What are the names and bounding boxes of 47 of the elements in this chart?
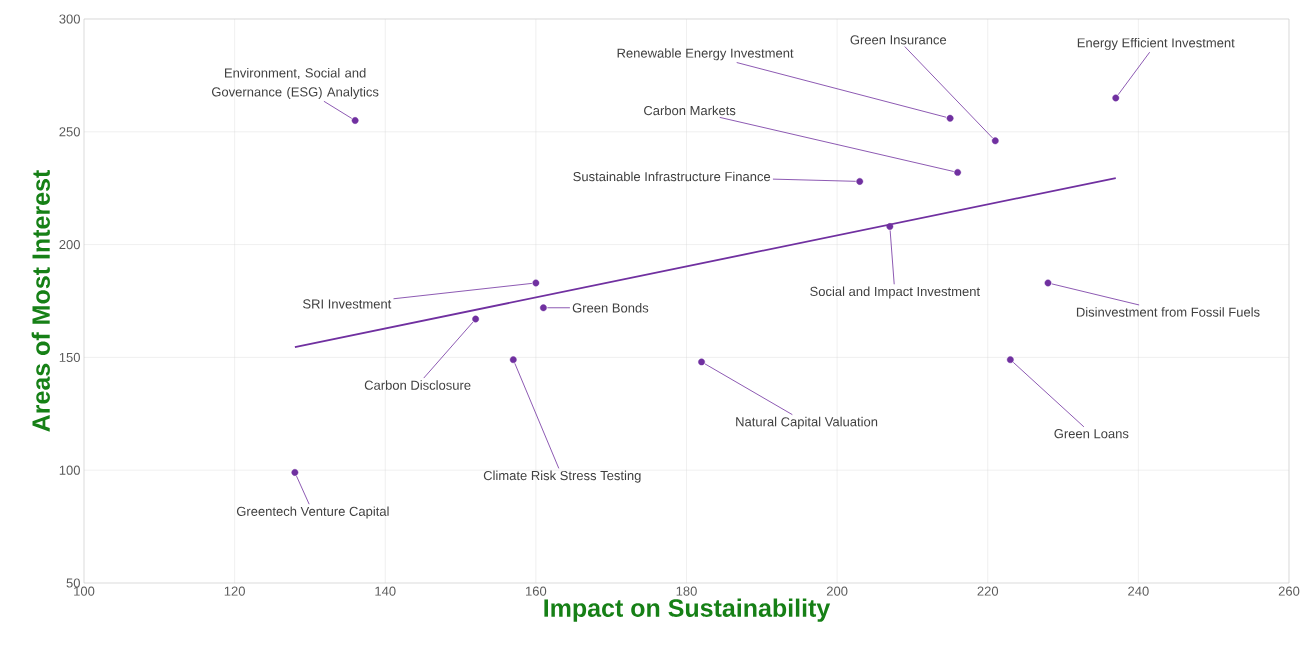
annotation: Environment, Social and Governance (ESG) Analytics bbox=[211, 67, 379, 100]
point bbox=[532, 279, 540, 287]
point bbox=[1044, 279, 1052, 287]
point bbox=[856, 178, 864, 185]
y-tick-label: 100 bbox=[59, 465, 80, 475]
x-axis-title: Impact on Sustainability bbox=[544, 598, 831, 622]
point bbox=[698, 358, 705, 366]
point bbox=[946, 114, 954, 122]
x-tick-label: 220 bbox=[977, 586, 999, 596]
annotation: Carbon Disclosure bbox=[364, 380, 471, 390]
point bbox=[954, 169, 962, 176]
point bbox=[509, 356, 517, 364]
annotation: Greentech Venture Capital bbox=[236, 506, 389, 519]
point bbox=[1006, 356, 1014, 364]
point bbox=[472, 315, 480, 323]
annotation: SRI Investment bbox=[303, 299, 392, 309]
annotation: Renewable Energy Investment bbox=[617, 48, 794, 61]
x-tick-label: 260 bbox=[1278, 586, 1300, 596]
annotation: Energy Efficient Investment bbox=[1077, 37, 1235, 51]
annotation: Sustainable Infrastructure Finance bbox=[573, 171, 771, 182]
annotation: Climate Risk Stress Testing bbox=[483, 470, 641, 483]
point bbox=[291, 469, 299, 476]
x-tick-label: 180 bbox=[676, 586, 697, 596]
point bbox=[351, 117, 359, 124]
point bbox=[540, 304, 547, 312]
x-tick-label: 200 bbox=[826, 586, 848, 596]
point bbox=[886, 223, 894, 230]
y-axis-title: Areas of Most Interest bbox=[31, 170, 50, 432]
annotation: Natural Capital Valuation bbox=[736, 416, 878, 429]
annotation: Carbon Markets bbox=[644, 105, 736, 116]
y-tick-label: 150 bbox=[59, 352, 80, 362]
y-tick-label: 250 bbox=[59, 127, 80, 137]
x-tick-label: 120 bbox=[224, 586, 245, 596]
y-tick-label: 200 bbox=[59, 239, 80, 250]
x-tick-label: 140 bbox=[375, 586, 396, 596]
annotation: Disinvestment from Fossil Fuels bbox=[1076, 307, 1260, 317]
annotation: Green Bonds bbox=[572, 302, 649, 313]
y-tick-label: 50 bbox=[66, 578, 80, 588]
point bbox=[1112, 94, 1120, 102]
annotation: Social and Impact Investment bbox=[810, 286, 980, 299]
x-tick-label: 240 bbox=[1128, 586, 1149, 596]
x-tick-label: 160 bbox=[526, 586, 547, 596]
x-tick-label: 100 bbox=[74, 586, 95, 596]
annotation: Green Insurance bbox=[850, 35, 947, 45]
annotation: Green Loans bbox=[1054, 429, 1129, 439]
y-tick-label: 300 bbox=[59, 14, 80, 24]
point bbox=[991, 137, 999, 145]
